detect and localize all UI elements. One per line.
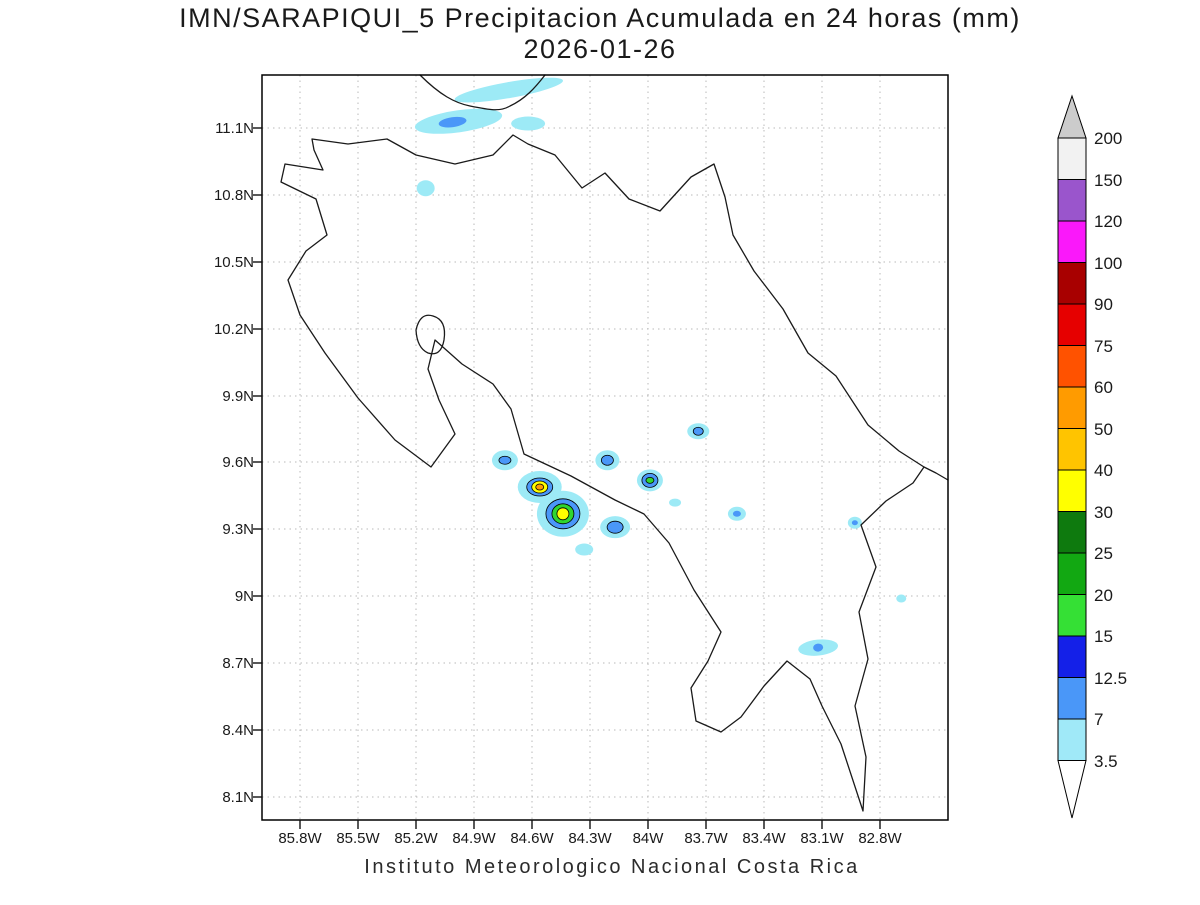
lat-axis-label: 8.4N xyxy=(222,722,254,739)
map-outlines xyxy=(280,74,949,812)
colorbar-segment xyxy=(1057,718,1087,761)
precip-cell xyxy=(692,426,704,436)
colorbar-below-min-arrow xyxy=(1057,760,1087,819)
colorbar-segment xyxy=(1057,386,1087,429)
precip-cell xyxy=(511,116,546,131)
colorbar-label: 3.5 xyxy=(1094,752,1118,771)
colorbar-label: 90 xyxy=(1094,295,1113,314)
colorbar: 200 150 120 100 90 75 60 50 40 30 25 20 … xyxy=(1057,94,1127,819)
lake-nicaragua-shore xyxy=(419,74,546,111)
colorbar-above-max-arrow xyxy=(1057,94,1087,139)
colorbar-segment xyxy=(1057,345,1087,388)
colorbar-label: 40 xyxy=(1094,461,1113,480)
lon-axis-label: 84.3W xyxy=(568,830,612,847)
precip-cell xyxy=(606,520,624,534)
lon-axis-label: 82.8W xyxy=(858,830,902,847)
lon-axis: 85.8W 85.5W 85.2W 84.9W 84.6W 84.3W 84W … xyxy=(278,830,902,847)
precip-cell xyxy=(732,510,741,517)
colorbar-segment xyxy=(1057,635,1087,678)
axis-ticks xyxy=(253,127,881,829)
colorbar-label: 7 xyxy=(1094,710,1103,729)
lat-axis-label: 8.1N xyxy=(222,789,254,806)
chira-island xyxy=(415,314,446,355)
precipitation-layer xyxy=(414,77,907,656)
precip-cell xyxy=(454,77,563,103)
lat-axis-label: 9N xyxy=(235,588,254,605)
figure-caption: Instituto Meteorologico Nacional Costa R… xyxy=(364,856,859,878)
colorbar-segment xyxy=(1057,594,1087,637)
colorbar-segment xyxy=(1057,303,1087,346)
precip-cell xyxy=(556,507,570,521)
lon-axis-label: 84W xyxy=(633,830,665,847)
figure-date: 2026-01-26 xyxy=(523,34,676,64)
lat-axis-label: 9.3N xyxy=(222,521,254,538)
colorbar-segment xyxy=(1057,428,1087,471)
lat-axis-label: 8.7N xyxy=(222,655,254,672)
colorbar-label: 25 xyxy=(1094,544,1113,563)
colorbar-label: 30 xyxy=(1094,503,1113,522)
colorbar-segment xyxy=(1057,262,1087,305)
precip-cell xyxy=(669,498,682,507)
colorbar-segment xyxy=(1057,179,1087,222)
colorbar-segment xyxy=(1057,677,1087,720)
lon-axis-label: 84.9W xyxy=(452,830,496,847)
precip-cell xyxy=(438,116,467,128)
lat-axis-label: 9.9N xyxy=(222,388,254,405)
colorbar-segment xyxy=(1057,511,1087,554)
precip-cell xyxy=(575,543,594,556)
precip-cell xyxy=(535,483,545,491)
lat-axis-label: 9.6N xyxy=(222,454,254,471)
costa-rica-coastline xyxy=(280,134,925,812)
precip-cell xyxy=(645,476,655,484)
lon-axis-label: 85.2W xyxy=(394,830,438,847)
colorbar-label: 120 xyxy=(1094,212,1122,231)
lon-axis-label: 83.4W xyxy=(742,830,786,847)
precip-cell xyxy=(416,180,435,197)
figure-title: IMN/SARAPIQUI_5 Precipitacion Acumulada … xyxy=(179,3,1021,33)
colorbar-label: 60 xyxy=(1094,378,1113,397)
colorbar-label: 20 xyxy=(1094,586,1113,605)
lon-axis-label: 83.7W xyxy=(684,830,728,847)
colorbar-label: 200 xyxy=(1094,129,1122,148)
lon-axis-label: 84.6W xyxy=(510,830,554,847)
colorbar-label: 12.5 xyxy=(1094,669,1127,688)
grid-layer xyxy=(262,75,948,820)
lat-axis-label: 10.2N xyxy=(214,321,254,338)
map-frame xyxy=(261,74,949,821)
lon-axis-label: 83.1W xyxy=(800,830,844,847)
colorbar-segment xyxy=(1057,137,1087,180)
colorbar-label: 50 xyxy=(1094,420,1113,439)
precip-cell xyxy=(813,643,824,652)
colorbar-label: 100 xyxy=(1094,254,1122,273)
panama-coast xyxy=(923,466,949,481)
precip-cell xyxy=(851,520,858,526)
colorbar-label: 150 xyxy=(1094,171,1122,190)
colorbar-label: 75 xyxy=(1094,337,1113,356)
colorbar-segment xyxy=(1057,469,1087,512)
colorbar-segment xyxy=(1057,220,1087,263)
precip-cell xyxy=(498,455,512,465)
lon-axis-label: 85.8W xyxy=(278,830,322,847)
colorbar-label: 15 xyxy=(1094,627,1113,646)
lon-axis-label: 85.5W xyxy=(336,830,380,847)
lat-axis-label: 10.5N xyxy=(214,254,254,271)
lat-axis-label: 11.1N xyxy=(215,120,254,137)
lat-axis-label: 10.8N xyxy=(214,187,254,204)
precip-cell xyxy=(600,454,614,466)
precip-cell xyxy=(896,594,907,603)
lat-axis: 11.1N 10.8N 10.5N 10.2N 9.9N 9.6N 9.3N 9… xyxy=(214,120,254,806)
colorbar-segment xyxy=(1057,552,1087,595)
